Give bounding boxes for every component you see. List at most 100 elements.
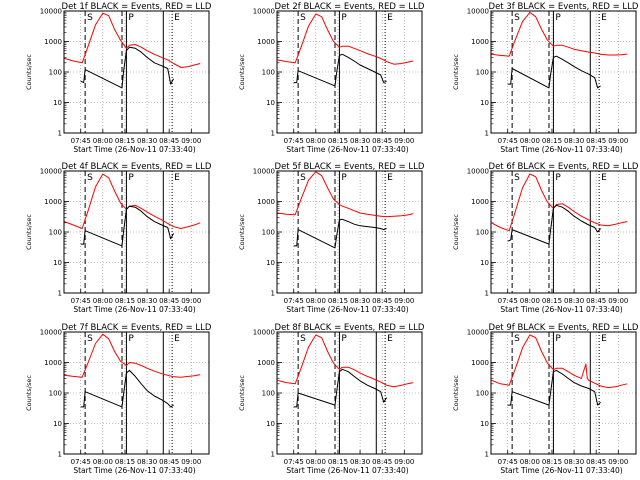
y-axis-label: Counts/sec	[25, 54, 33, 90]
x-tick-label: 08:00	[520, 458, 540, 466]
y-tick-label: 1	[58, 451, 62, 459]
x-axis-label: Start Time (26-Nov-11 07:33:40)	[500, 466, 622, 475]
chart-title: Det 2f BLACK = Events, RED = LLD	[275, 2, 425, 12]
x-tick-label: 08:45	[372, 297, 392, 305]
y-tick-label: 1000	[471, 359, 489, 367]
y-axis-label: Counts/sec	[25, 375, 33, 411]
marker-label-p: P	[128, 13, 134, 23]
y-tick-label: 10	[266, 99, 275, 107]
marker-label-p: P	[128, 334, 134, 344]
y-tick-label: 10000	[467, 8, 489, 16]
y-tick-label: 10	[480, 420, 489, 428]
x-tick-label: 08:30	[137, 137, 157, 145]
x-tick-label: 08:15	[542, 137, 562, 145]
marker-label-e: E	[174, 334, 180, 344]
x-tick-label: 08:45	[372, 458, 392, 466]
marker-label-s: S	[300, 173, 306, 183]
x-tick-label: 08:00	[520, 137, 540, 145]
series-line-lld	[64, 173, 201, 229]
marker-label-s: S	[514, 334, 520, 344]
x-tick-label: 09:00	[181, 458, 201, 466]
x-tick-label: 07:45	[71, 458, 91, 466]
marker-label-e: E	[387, 173, 393, 183]
y-axis-label: Counts/sec	[238, 214, 246, 250]
x-tick-label: 08:00	[520, 297, 540, 305]
marker-label-s: S	[300, 334, 306, 344]
y-tick-label: 100	[49, 229, 62, 237]
marker-label-e: E	[174, 173, 180, 183]
x-tick-label: 08:30	[350, 458, 370, 466]
x-tick-label: 08:15	[115, 137, 135, 145]
x-axis-label: Start Time (26-Nov-11 07:33:40)	[73, 145, 195, 154]
x-tick-label: 09:00	[181, 297, 201, 305]
x-tick-label: 08:45	[586, 137, 606, 145]
y-tick-label: 1000	[257, 38, 275, 46]
y-tick-label: 1000	[257, 198, 275, 206]
x-tick-label: 08:15	[115, 458, 135, 466]
y-tick-label: 1	[58, 130, 62, 138]
y-axis-label: Counts/sec	[452, 54, 460, 90]
x-axis-label: Start Time (26-Nov-11 07:33:40)	[73, 466, 195, 475]
y-tick-label: 100	[476, 69, 489, 77]
x-tick-label: 08:15	[542, 458, 562, 466]
marker-label-p: P	[341, 173, 347, 183]
marker-label-s: S	[87, 334, 93, 344]
x-tick-label: 09:00	[608, 137, 628, 145]
x-tick-label: 08:30	[137, 458, 157, 466]
y-tick-label: 10000	[40, 8, 62, 16]
y-tick-label: 10000	[40, 329, 62, 337]
y-tick-label: 1000	[471, 38, 489, 46]
series-line-events	[80, 369, 174, 408]
x-tick-label: 09:00	[608, 458, 628, 466]
y-tick-label: 10	[266, 420, 275, 428]
chart-title: Det 6f BLACK = Events, RED = LLD	[489, 162, 639, 172]
series-line-lld	[64, 333, 201, 378]
x-tick-label: 08:30	[564, 137, 584, 145]
chart-title: Det 9f BLACK = Events, RED = LLD	[489, 323, 639, 333]
series-line-lld	[491, 11, 628, 57]
x-tick-label: 08:30	[564, 297, 584, 305]
series-line-events	[80, 46, 175, 89]
y-tick-label: 10000	[40, 168, 62, 176]
x-tick-label: 07:45	[284, 458, 304, 466]
y-tick-label: 10000	[467, 168, 489, 176]
x-tick-label: 09:00	[394, 297, 414, 305]
y-tick-label: 1	[271, 451, 275, 459]
x-tick-label: 08:30	[564, 458, 584, 466]
x-tick-label: 09:00	[394, 458, 414, 466]
marker-label-p: P	[555, 334, 561, 344]
x-tick-label: 08:00	[93, 458, 113, 466]
x-tick-label: 08:00	[306, 458, 326, 466]
chart-title: Det 5f BLACK = Events, RED = LLD	[275, 162, 425, 172]
y-tick-label: 10	[480, 99, 489, 107]
x-tick-label: 09:00	[394, 137, 414, 145]
y-tick-label: 10	[480, 259, 489, 267]
x-axis-label: Start Time (26-Nov-11 07:33:40)	[73, 305, 195, 314]
series-line-lld	[277, 334, 414, 388]
x-tick-label: 08:45	[372, 137, 392, 145]
y-tick-label: 10000	[253, 168, 275, 176]
y-tick-label: 10000	[467, 329, 489, 337]
series-line-events	[507, 55, 601, 89]
y-tick-label: 100	[262, 229, 275, 237]
marker-label-e: E	[601, 13, 607, 23]
series-line-lld	[491, 173, 628, 232]
x-tick-label: 08:15	[328, 458, 348, 466]
series-line-lld	[491, 334, 628, 389]
x-axis-label: Start Time (26-Nov-11 07:33:40)	[500, 145, 622, 154]
y-tick-label: 1	[271, 130, 275, 138]
x-tick-label: 08:30	[350, 137, 370, 145]
x-tick-label: 07:45	[284, 137, 304, 145]
x-tick-label: 08:45	[159, 137, 179, 145]
x-tick-label: 08:00	[93, 297, 113, 305]
x-tick-label: 07:45	[71, 297, 91, 305]
marker-label-p: P	[128, 173, 134, 183]
y-tick-label: 1000	[44, 38, 62, 46]
